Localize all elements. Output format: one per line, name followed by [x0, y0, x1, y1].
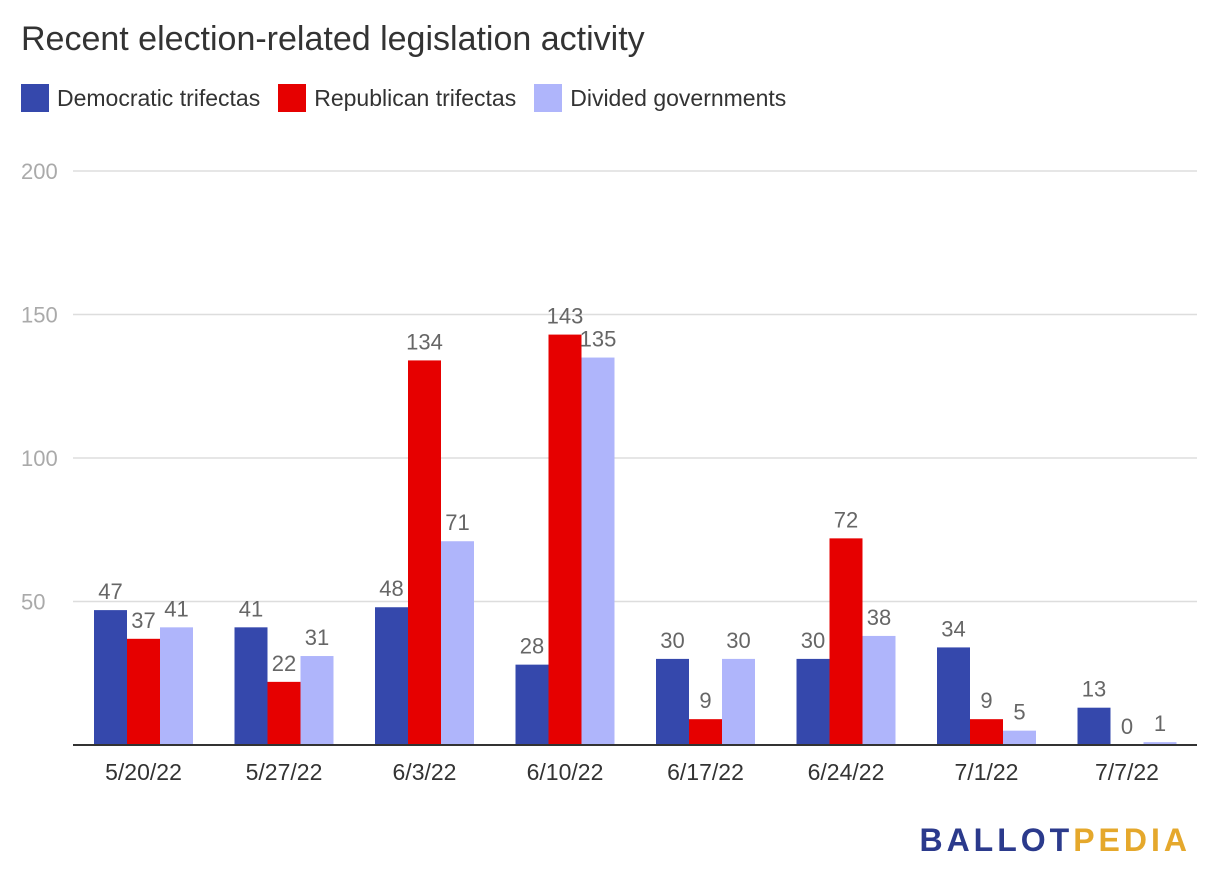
data-label: 38 [867, 605, 891, 630]
logo-pedia-text: PEDIA [1073, 822, 1191, 858]
bar [127, 638, 160, 745]
y-tick-label: 200 [21, 159, 58, 184]
bar [1143, 742, 1177, 745]
data-label: 143 [547, 304, 584, 329]
x-tick-label: 6/10/22 [527, 759, 604, 785]
bar [656, 658, 689, 745]
data-label: 28 [520, 634, 544, 659]
legend: Democratic trifectas Republican trifecta… [21, 84, 804, 112]
x-tick-label: 6/3/22 [393, 759, 457, 785]
data-label: 30 [660, 628, 684, 653]
data-label: 0 [1121, 714, 1133, 739]
bar [970, 719, 1003, 745]
data-label: 47 [98, 579, 122, 604]
bar [722, 658, 755, 745]
x-tick-label: 7/1/22 [955, 759, 1019, 785]
data-label: 9 [699, 688, 711, 713]
data-label: 135 [580, 327, 617, 352]
legend-swatch-democratic [21, 84, 49, 112]
legend-swatch-divided [534, 84, 563, 112]
bar [515, 664, 549, 745]
x-tick-label: 6/24/22 [808, 759, 885, 785]
bar [548, 334, 582, 745]
bar [441, 541, 474, 745]
data-label: 48 [379, 576, 403, 601]
legend-item-divided: Divided governments [534, 84, 786, 112]
x-tick-label: 5/27/22 [246, 759, 323, 785]
data-label: 71 [445, 510, 469, 535]
data-label: 9 [980, 688, 992, 713]
bar [1003, 730, 1036, 745]
data-label: 41 [164, 596, 188, 621]
data-label: 72 [834, 507, 858, 532]
x-tick-label: 5/20/22 [105, 759, 182, 785]
legend-swatch-republican [278, 84, 307, 112]
data-label: 31 [305, 625, 329, 650]
bar [689, 719, 722, 745]
legend-item-democratic: Democratic trifectas [21, 84, 260, 112]
y-tick-label: 150 [21, 303, 58, 328]
bar [234, 627, 268, 745]
data-label: 22 [272, 651, 296, 676]
bar [300, 656, 334, 745]
y-tick-label: 50 [21, 590, 45, 615]
bar [796, 658, 830, 745]
bar [1077, 707, 1111, 745]
bar [267, 681, 301, 745]
legend-label-democratic: Democratic trifectas [57, 84, 261, 111]
bar [829, 538, 863, 745]
ballotpedia-logo: BALLOTPEDIA [919, 822, 1191, 859]
data-label: 37 [131, 608, 155, 633]
data-label: 5 [1013, 700, 1025, 725]
chart-title: Recent election-related legislation acti… [21, 20, 645, 58]
y-tick-label: 100 [21, 446, 58, 471]
data-label: 1 [1154, 711, 1166, 736]
bar [862, 635, 896, 745]
data-label: 30 [726, 628, 750, 653]
bar [94, 610, 127, 745]
bar [581, 357, 615, 745]
bar [408, 360, 441, 745]
data-label: 13 [1082, 677, 1106, 702]
legend-item-republican: Republican trifectas [278, 84, 516, 112]
bar [375, 607, 408, 745]
data-label: 34 [941, 616, 965, 641]
bar [937, 647, 970, 745]
data-label: 30 [801, 628, 825, 653]
bar [160, 627, 193, 745]
legend-label-republican: Republican trifectas [314, 84, 517, 111]
x-tick-label: 7/7/22 [1095, 759, 1159, 785]
legend-label-divided: Divided governments [570, 84, 787, 111]
logo-ballot-text: BALLOT [919, 822, 1074, 858]
x-tick-label: 6/17/22 [667, 759, 744, 785]
data-label: 134 [406, 329, 443, 354]
data-label: 41 [239, 596, 263, 621]
